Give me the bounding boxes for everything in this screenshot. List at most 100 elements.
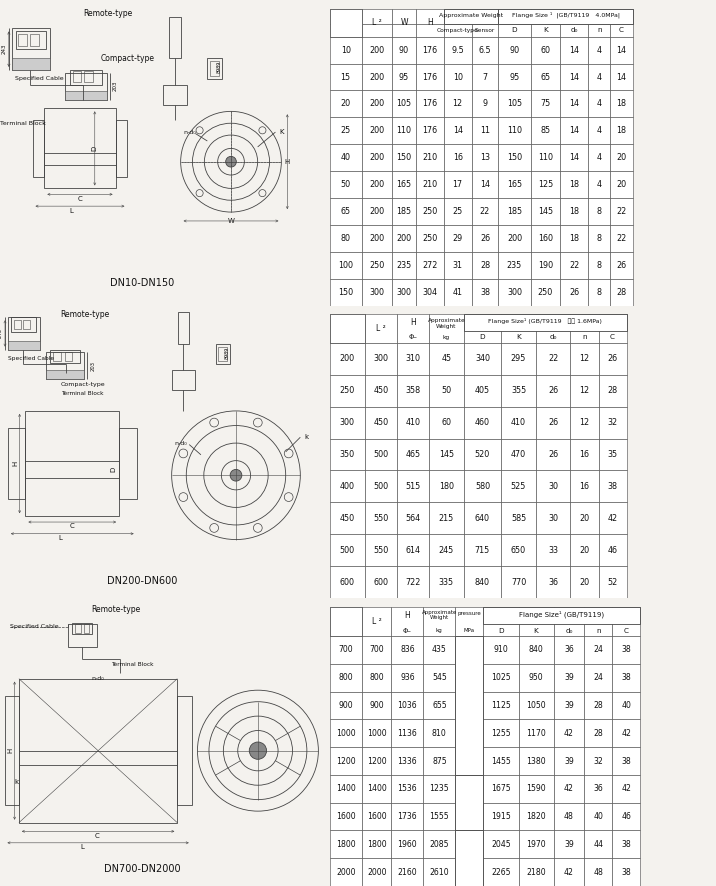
Bar [599, 439, 626, 470]
Bar [362, 803, 392, 830]
Text: 30: 30 [548, 514, 558, 523]
Bar [416, 64, 444, 90]
Bar [392, 9, 416, 24]
Text: 20: 20 [579, 546, 589, 555]
Text: 1200: 1200 [367, 757, 387, 766]
Bar [392, 252, 416, 279]
Bar [329, 607, 362, 636]
Bar [610, 9, 633, 24]
Text: Approximate Weight: Approximate Weight [439, 12, 503, 18]
Text: 52: 52 [607, 578, 618, 587]
Bar [498, 64, 531, 90]
Text: n-d₀: n-d₀ [183, 129, 196, 135]
Text: Nominal
Diameter: Nominal Diameter [330, 17, 362, 29]
Bar [584, 803, 612, 830]
Text: k: k [14, 780, 18, 785]
Bar [612, 636, 640, 664]
Bar [392, 664, 423, 692]
Bar [464, 566, 501, 598]
Text: 465: 465 [405, 450, 420, 459]
Bar [472, 9, 498, 24]
Text: 1590: 1590 [526, 784, 546, 793]
Text: Nominal
Diameter: Nominal Diameter [332, 323, 363, 335]
Bar [498, 24, 531, 36]
Bar [501, 566, 536, 598]
Text: Terminal Block: Terminal Block [61, 391, 103, 396]
Bar [584, 719, 612, 747]
Bar [392, 719, 423, 747]
Text: 810: 810 [432, 729, 447, 738]
Text: 35: 35 [608, 450, 618, 459]
Text: 20: 20 [579, 514, 589, 523]
Bar [4, 696, 19, 805]
Bar [553, 747, 584, 775]
Bar [423, 607, 455, 636]
Text: 2265: 2265 [491, 867, 511, 876]
Text: 1000: 1000 [336, 729, 356, 738]
Bar [536, 502, 571, 534]
Bar [531, 171, 561, 198]
Text: Flange Size¹ (GB/T9119): Flange Size¹ (GB/T9119) [519, 610, 604, 618]
Text: 6.5: 6.5 [479, 46, 491, 55]
Text: 38: 38 [621, 673, 631, 682]
Text: 28: 28 [616, 288, 626, 297]
Text: n-d₀: n-d₀ [91, 676, 104, 681]
Bar [365, 439, 397, 470]
Bar [329, 171, 362, 198]
Bar [483, 830, 518, 859]
Text: D: D [92, 146, 98, 151]
Text: W: W [228, 218, 234, 224]
Text: 250: 250 [422, 207, 437, 216]
Text: H: H [405, 610, 410, 620]
Bar [536, 315, 571, 343]
Text: H: H [427, 19, 433, 27]
Text: 46: 46 [621, 812, 632, 821]
Text: 4: 4 [596, 153, 601, 162]
Bar [365, 502, 397, 534]
Text: 200: 200 [369, 73, 384, 82]
Bar [444, 9, 498, 24]
Bar [392, 775, 423, 803]
Bar [531, 198, 561, 225]
Bar [472, 64, 498, 90]
Bar [423, 803, 455, 830]
Text: 38: 38 [608, 482, 618, 491]
Text: C: C [95, 833, 99, 839]
Bar [84, 624, 90, 633]
Circle shape [230, 470, 242, 481]
Text: 210: 210 [422, 153, 437, 162]
Bar [561, 225, 589, 252]
Bar [65, 90, 107, 99]
Bar [518, 719, 553, 747]
Text: 12: 12 [579, 418, 589, 427]
Bar [362, 830, 392, 859]
Text: 75: 75 [541, 99, 551, 108]
Text: 2085: 2085 [430, 840, 449, 849]
Text: 200: 200 [369, 46, 384, 55]
Bar [14, 321, 21, 329]
Bar [464, 439, 501, 470]
Text: 1536: 1536 [397, 784, 417, 793]
Text: 2000: 2000 [367, 867, 387, 876]
Bar [178, 312, 189, 344]
Bar [178, 696, 192, 805]
Text: 36: 36 [594, 784, 603, 793]
Text: D: D [498, 627, 504, 633]
Text: C: C [70, 524, 74, 530]
Text: 300: 300 [507, 288, 522, 297]
Text: Approximate: Approximate [427, 318, 465, 323]
Bar [72, 72, 82, 82]
Text: 38: 38 [621, 645, 631, 655]
Bar [329, 375, 365, 407]
Text: 272: 272 [422, 260, 437, 270]
Text: 45: 45 [441, 354, 451, 363]
Bar [464, 315, 501, 343]
Bar [362, 24, 392, 36]
Bar [455, 636, 483, 775]
Bar [365, 315, 397, 343]
Text: 40: 40 [594, 812, 603, 821]
Text: d₀: d₀ [550, 334, 557, 340]
Bar [498, 36, 531, 64]
Text: 28: 28 [480, 260, 490, 270]
Bar [584, 775, 612, 803]
